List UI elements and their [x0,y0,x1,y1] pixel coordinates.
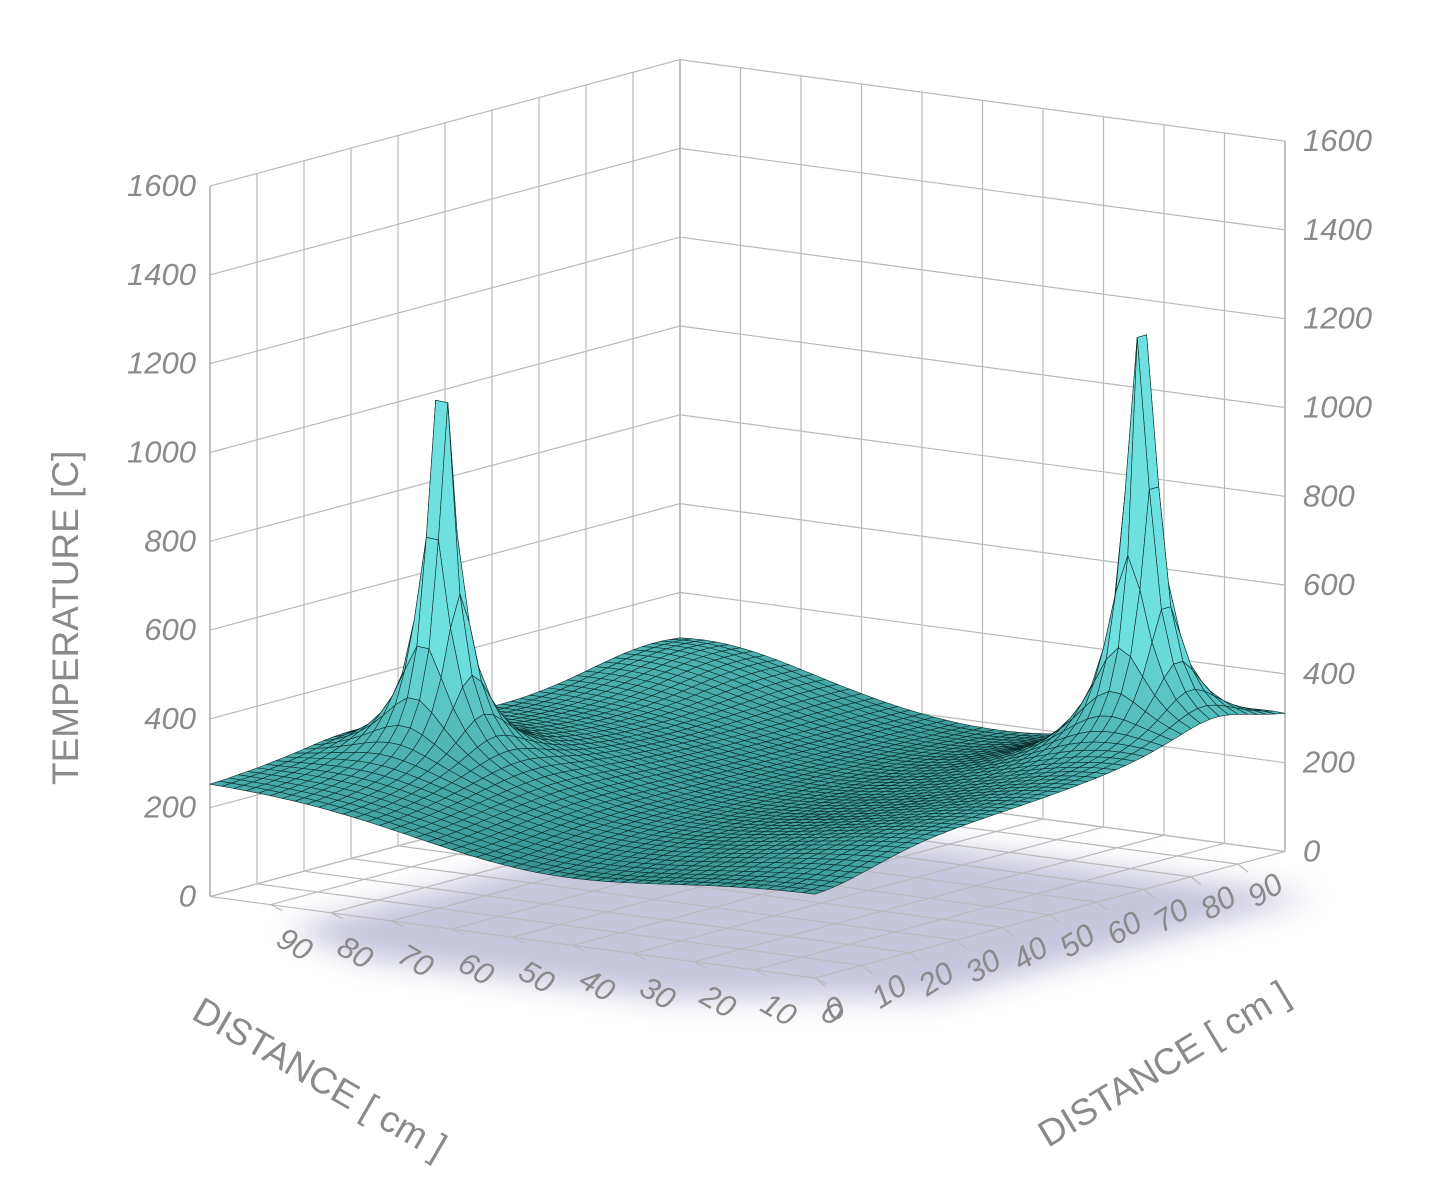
z-tick-left: 0 [179,879,196,914]
right-wall-horizontal-line [679,325,1286,409]
x-tick-mark [451,928,465,936]
z-tick-right: 400 [1303,656,1355,691]
temperature-surface [209,334,1286,895]
z-tick-right: 600 [1303,567,1355,602]
z-axis-label: TEMPERATURE [C] [45,451,86,785]
z-tick-right: 800 [1303,478,1355,513]
z-tick-left: 1000 [127,435,196,470]
y-axis-label: DISTANCE [ cm ] [1031,973,1296,1155]
surface-cell [802,889,825,895]
y-tick-mark [1096,901,1108,911]
x-tick-mark [391,920,404,928]
left-wall-horizontal-line [209,59,681,187]
y-tick-mark [908,952,920,962]
z-tick-right: 200 [1302,745,1355,780]
y-tick-mark [1237,863,1249,873]
x-tick-mark [270,904,283,912]
z-tick-right: 1600 [1303,123,1372,158]
x-tick-mark [512,936,525,944]
left-wall-horizontal-line [209,147,681,276]
x-tick-mark [693,961,707,969]
z-tick-right: 0 [1303,834,1320,869]
right-wall-horizontal-line [679,147,1286,231]
z-tick-left: 1200 [127,346,196,381]
z-tick-left: 1400 [127,257,196,292]
z-tick-left: 400 [144,701,196,736]
x-tick-mark [633,953,646,961]
z-tick-right: 1400 [1303,212,1372,247]
z-tick-left: 200 [143,790,196,825]
right-wall-horizontal-line [679,236,1286,320]
y-tick-mark [1143,888,1155,898]
left-wall-horizontal-line [209,236,681,365]
x-tick-mark [754,969,767,977]
z-tick-left: 600 [144,612,196,647]
y-tick-mark [1190,876,1202,886]
x-axis-label: DISTANCE [ cm ] [186,989,453,1167]
y-tick-mark [955,939,967,949]
x-tick-mark [572,944,586,952]
z-tick-left: 800 [144,523,196,558]
y-tick-mark [861,964,873,974]
z-tick-left: 1600 [127,168,196,203]
y-tick-mark [1049,914,1061,924]
right-wall-horizontal-line [679,503,1286,586]
left-wall-horizontal-line [209,325,681,454]
x-tick-mark [330,912,344,920]
y-tick-mark [814,977,826,987]
right-wall-horizontal-line [679,414,1286,497]
right-wall-horizontal-line [679,59,1286,142]
z-tick-right: 1000 [1303,390,1372,425]
y-tick-mark [1002,926,1014,936]
z-tick-right: 1200 [1303,301,1372,336]
